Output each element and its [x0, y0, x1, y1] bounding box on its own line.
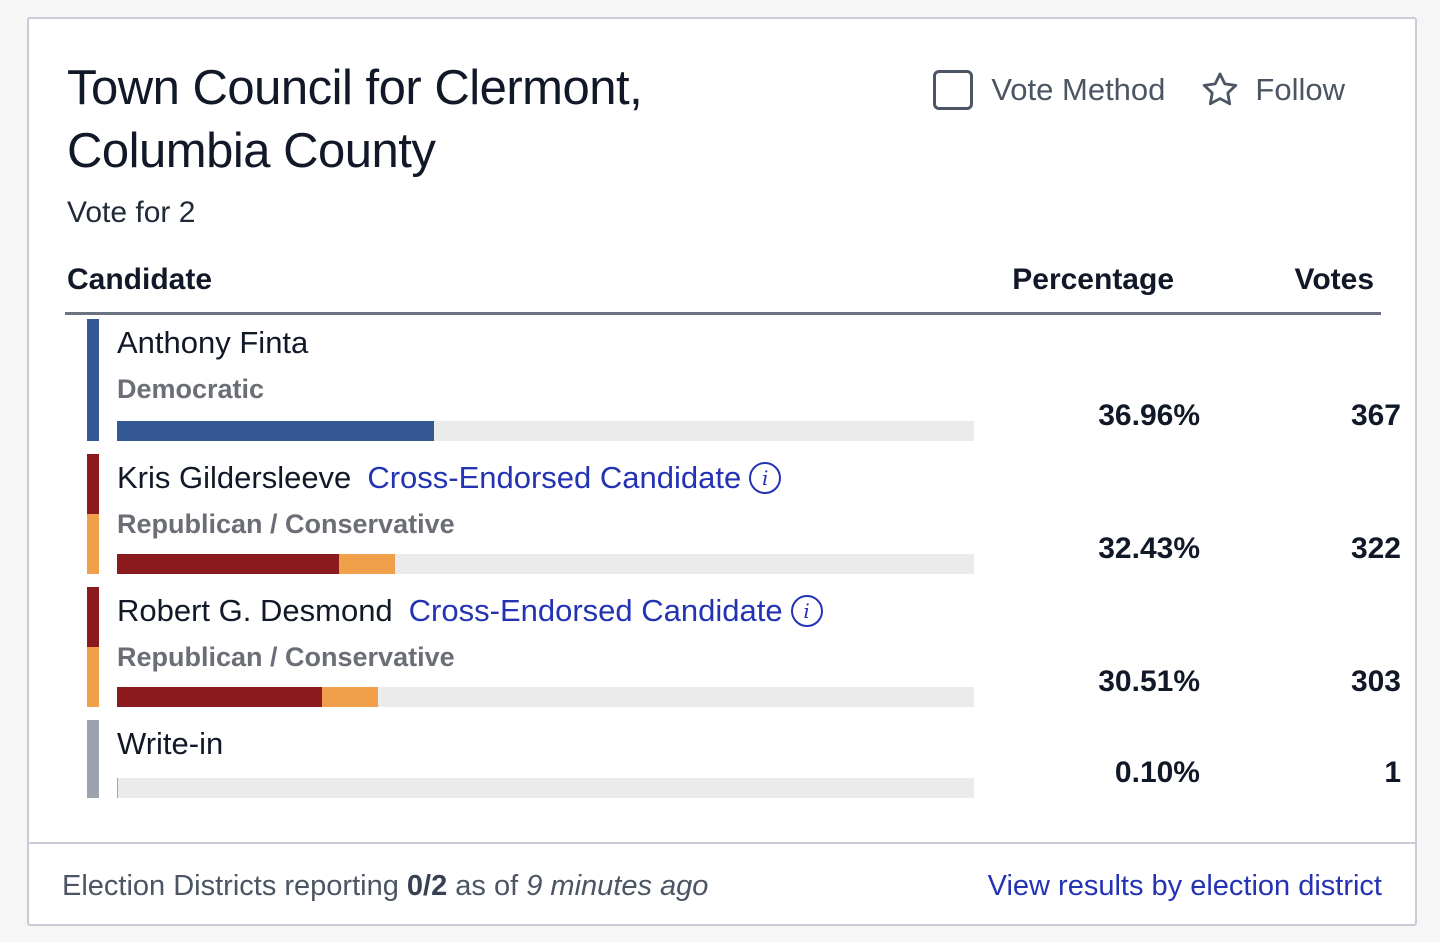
party-color-strip [87, 454, 99, 574]
vote-method-toggle[interactable]: Vote Method [933, 70, 1165, 110]
candidate-votes: 303 [1350, 665, 1401, 698]
candidate-votes: 1 [1384, 756, 1401, 789]
star-icon [1203, 72, 1238, 106]
info-icon[interactable]: i [749, 462, 782, 494]
party-color-segment [87, 319, 99, 441]
candidate-row: Kris Gildersleeve Cross-Endorsed Candida… [87, 454, 1401, 574]
candidate-row: Anthony Finta Democratic 36.96% 367 [87, 319, 1401, 441]
cross-endorsed-link[interactable]: Cross-Endorsed Candidate [367, 460, 742, 495]
candidate-name-line: Write-in [117, 726, 223, 762]
reporting-prefix: Election Districts reporting [62, 870, 399, 902]
candidate-percentage: 32.43% [1098, 532, 1200, 565]
candidate-name-line: Kris Gildersleeve Cross-Endorsed Candida… [117, 460, 782, 496]
candidate-name-line: Anthony Finta [117, 325, 308, 361]
party-color-segment [87, 587, 99, 647]
candidate-votes: 322 [1350, 532, 1401, 565]
as-of-label: as of [455, 870, 519, 902]
results-footer: Election Districts reporting 0/2 as of 9… [29, 842, 1415, 926]
vote-share-segment [322, 687, 379, 707]
cross-endorsed-link[interactable]: Cross-Endorsed Candidate [408, 593, 783, 628]
candidate-votes: 367 [1350, 399, 1401, 432]
candidate-name: Anthony Finta [117, 325, 309, 360]
vote-share-segment [117, 421, 434, 441]
column-header-candidate: Candidate [67, 263, 213, 296]
info-icon[interactable]: i [790, 595, 823, 627]
vote-method-checkbox[interactable] [933, 70, 974, 110]
candidate-percentage: 30.51% [1098, 665, 1200, 698]
candidate-name: Kris Gildersleeve [117, 460, 352, 495]
contest-card: Town Council for Clermont, Columbia Coun… [27, 17, 1417, 926]
vote-share-segment [117, 554, 340, 574]
vote-share-bar [117, 778, 974, 798]
vote-share-segment [117, 687, 323, 707]
results-table-header: Candidate Percentage Votes [65, 259, 1381, 315]
party-color-segment [87, 720, 99, 798]
follow-button[interactable]: Follow [1199, 69, 1345, 111]
party-color-segment [87, 454, 99, 514]
vote-share-segment [117, 778, 119, 798]
vote-share-bar [117, 421, 974, 441]
view-district-results-link[interactable]: View results by election district [987, 870, 1382, 902]
candidate-name: Robert G. Desmond [117, 593, 393, 628]
reporting-count: 0/2 [406, 870, 448, 902]
party-color-strip [87, 319, 99, 441]
candidate-name: Write-in [117, 726, 224, 761]
candidate-percentage: 0.10% [1114, 756, 1200, 789]
contest-title: Town Council for Clermont, Columbia Coun… [67, 61, 643, 178]
candidate-party: Democratic [117, 374, 265, 404]
column-header-votes: Votes [1294, 263, 1374, 296]
candidate-row: Robert G. Desmond Cross-Endorsed Candida… [87, 587, 1401, 707]
party-color-segment [87, 647, 99, 707]
candidate-party: Republican / Conservative [117, 642, 455, 672]
candidate-row: Write-in 0.10% 1 [87, 720, 1401, 798]
last-updated-time: 9 minutes ago [526, 870, 709, 902]
party-color-strip [87, 720, 99, 798]
vote-share-bar [117, 554, 974, 574]
column-header-percentage: Percentage [1012, 263, 1174, 296]
candidate-percentage: 36.96% [1098, 399, 1200, 432]
vote-for-label: Vote for 2 [67, 196, 196, 229]
vote-share-bar [117, 687, 974, 707]
header-actions: Vote Method Follow [933, 69, 1345, 111]
party-color-segment [87, 514, 99, 574]
reporting-status: Election Districts reporting 0/2 as of 9… [62, 870, 708, 903]
follow-label: Follow [1255, 72, 1345, 107]
party-color-strip [87, 587, 99, 707]
candidate-party: Republican / Conservative [117, 509, 455, 539]
vote-share-segment [339, 554, 395, 574]
candidate-name-line: Robert G. Desmond Cross-Endorsed Candida… [117, 593, 823, 629]
vote-method-label: Vote Method [991, 72, 1166, 107]
